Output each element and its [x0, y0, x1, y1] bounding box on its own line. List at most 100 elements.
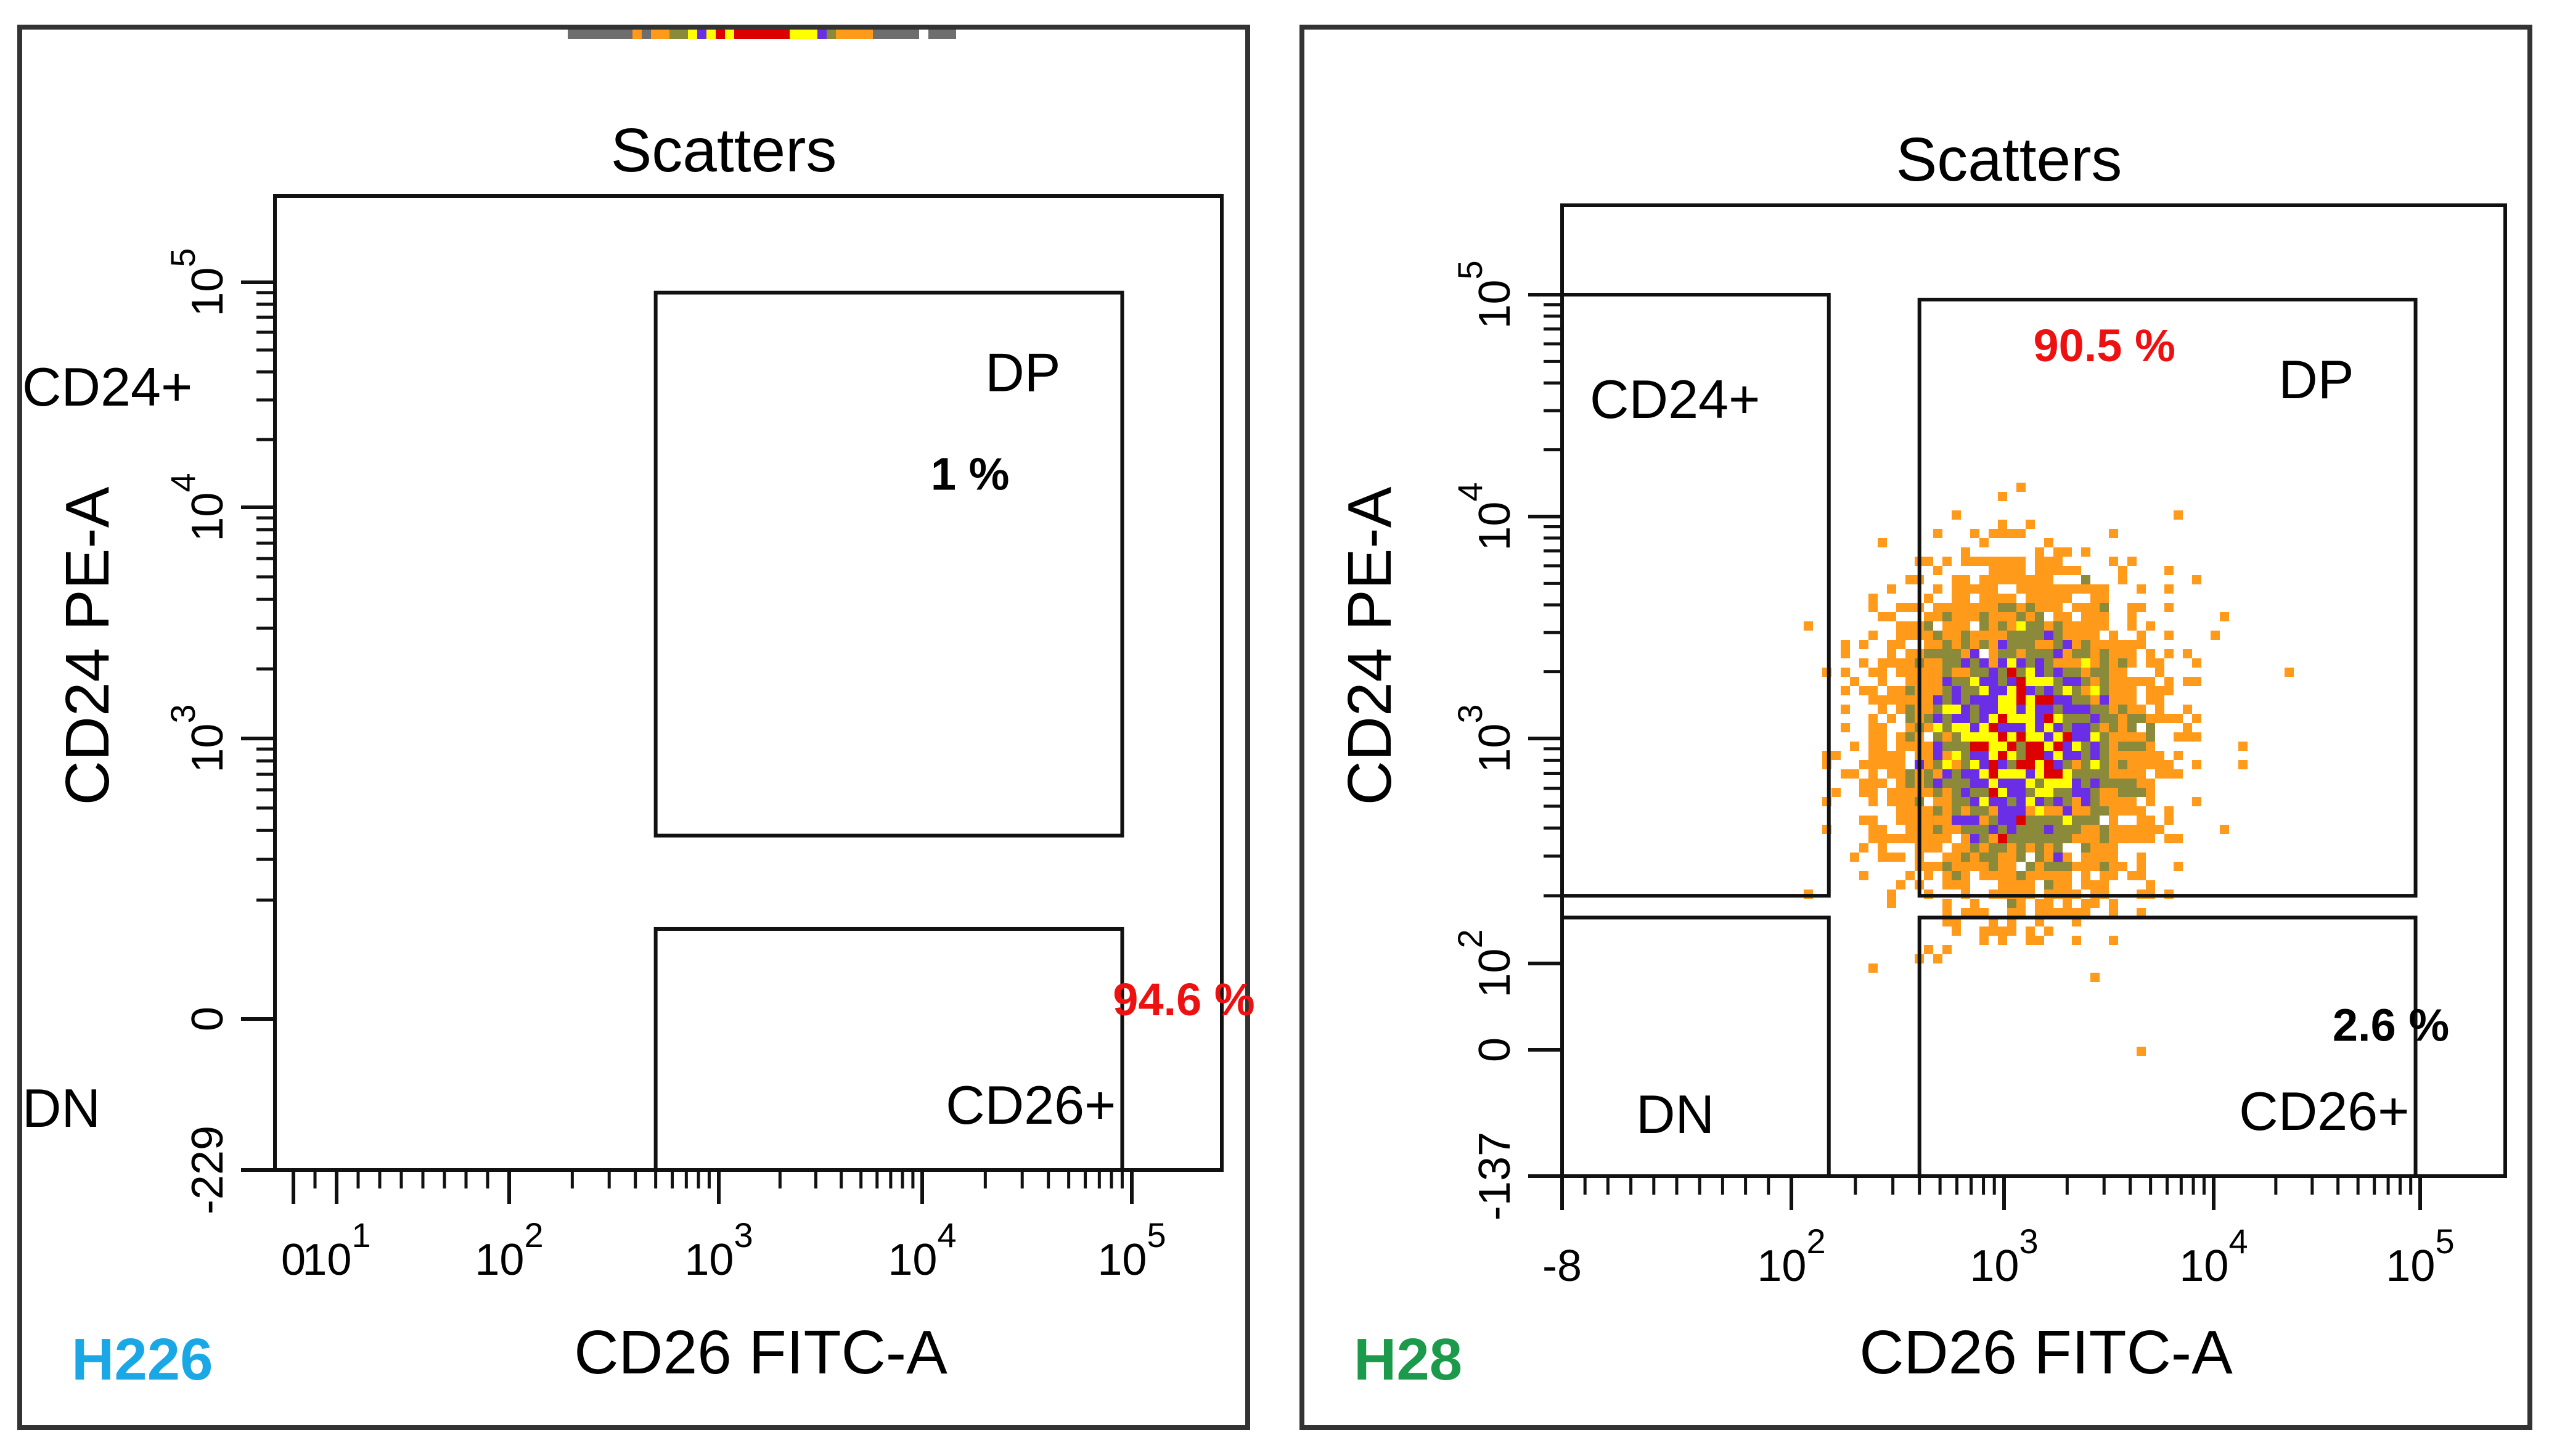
- density-cell: [1979, 723, 1989, 732]
- density-cell: [1933, 769, 1942, 779]
- density-cell: [1961, 732, 1970, 742]
- density-cell: [1896, 658, 1905, 668]
- density-cell: [2081, 779, 2090, 788]
- density-cell: [2146, 658, 2155, 668]
- density-cell: [2118, 695, 2127, 705]
- density-cell: [1961, 677, 1970, 686]
- density-cell: [2109, 908, 2118, 917]
- density-cell: [2072, 640, 2081, 649]
- density-cell: [2100, 853, 2109, 862]
- density-cell: [2109, 797, 2118, 806]
- density-cell: [1961, 714, 1970, 723]
- density-cell: [2044, 899, 2053, 908]
- density-cell: [2118, 751, 2127, 760]
- density-cell: [1979, 640, 1989, 649]
- density-cell: [2053, 732, 2063, 742]
- density-cell: [2026, 612, 2035, 621]
- density-cell: [2044, 566, 2053, 575]
- density-cell: [2007, 686, 2016, 695]
- density-cell: [2044, 871, 2053, 880]
- density-cell: [2044, 677, 2053, 686]
- density-cell: [2063, 658, 2072, 668]
- density-cell: [2026, 779, 2035, 788]
- density-cell: [2026, 686, 2035, 695]
- density-cell: [2053, 649, 2063, 658]
- density-cell: [2044, 732, 2053, 742]
- density-cell: [1942, 686, 1952, 695]
- density-cell: [2100, 649, 2109, 658]
- density-cell: [2081, 575, 2090, 584]
- density-cell: [1896, 880, 1905, 890]
- density-cell: [2035, 843, 2044, 853]
- density-cell: [1970, 695, 1979, 705]
- density-cell: [2072, 686, 2081, 695]
- density-cell: [1859, 871, 1868, 880]
- density-cell: [2063, 714, 2072, 723]
- density-cell: [2118, 797, 2127, 806]
- density-cell: [1979, 658, 1989, 668]
- density-cell: [2100, 760, 2109, 769]
- density-cell: [2072, 788, 2081, 797]
- density-cell: [2164, 686, 2174, 695]
- density-cell: [1979, 751, 1989, 760]
- density-cell: [2035, 853, 2044, 862]
- density-cell: [1979, 621, 1989, 631]
- density-cell: [2007, 603, 2016, 612]
- x-tick-label: 105: [1097, 1216, 1166, 1285]
- density-cell: [2155, 658, 2164, 668]
- density-cell: [2016, 816, 2026, 825]
- density-cell: [688, 30, 697, 39]
- density-cell: [2072, 566, 2081, 575]
- density-cell: [1905, 742, 1915, 751]
- density-cell: [1933, 631, 1942, 640]
- density-cell: [1961, 862, 1970, 871]
- density-cell: [2090, 584, 2100, 594]
- density-cell: [1998, 834, 2007, 843]
- density-cell: [2007, 779, 2016, 788]
- density-cell: [2118, 677, 2127, 686]
- density-cell: [2016, 612, 2026, 621]
- density-cell: [1979, 843, 1989, 853]
- density-cell: [1924, 649, 1933, 658]
- density-cell: [1998, 853, 2007, 862]
- density-cell: [2035, 566, 2044, 575]
- density-cell: [2137, 751, 2146, 760]
- density-cell: [1896, 705, 1905, 714]
- flow-plot-panel-h226: Scatters CD24+ DP 1 % DN CD26+ 94.6 % 0 101 102 10…: [17, 25, 1255, 1430]
- density-cell: [1970, 779, 1979, 788]
- density-cell: [1952, 723, 1961, 732]
- density-cell: [2053, 751, 2063, 760]
- density-cell: [1887, 769, 1896, 779]
- density-cell: [1970, 834, 1979, 843]
- density-cell: [2285, 668, 2294, 677]
- density-cell: [1961, 695, 1970, 705]
- density-cell: [2007, 788, 2016, 797]
- density-cell: [2035, 816, 2044, 825]
- density-cell: [1942, 908, 1952, 917]
- density-cell: [1961, 584, 1970, 594]
- density-cell: [2090, 732, 2100, 742]
- density-cell: [1850, 742, 1859, 751]
- density-cell: [2044, 695, 2053, 705]
- density-cell: [2118, 825, 2127, 834]
- density-cell: [2174, 769, 2183, 779]
- density-cell: [2007, 853, 2016, 862]
- density-cell: [2118, 566, 2127, 575]
- density-cell: [1952, 732, 1961, 742]
- density-cell: [1979, 853, 1989, 862]
- density-cell: [1970, 529, 1979, 538]
- density-cell: [2118, 806, 2127, 816]
- density-cell: [1850, 677, 1859, 686]
- gate-label: CD24+: [22, 356, 192, 417]
- density-cell: [2100, 788, 2109, 797]
- density-cell: [2035, 806, 2044, 816]
- density-cell: [2081, 640, 2090, 649]
- density-cell: [1924, 843, 1933, 853]
- density-cell: [669, 30, 679, 39]
- density-cell: [1905, 723, 1915, 732]
- density-cell: [2016, 695, 2026, 705]
- density-cell: [864, 30, 873, 39]
- density-cell: [1933, 760, 1942, 769]
- density-cell: [2109, 779, 2118, 788]
- density-cell: [2016, 566, 2026, 575]
